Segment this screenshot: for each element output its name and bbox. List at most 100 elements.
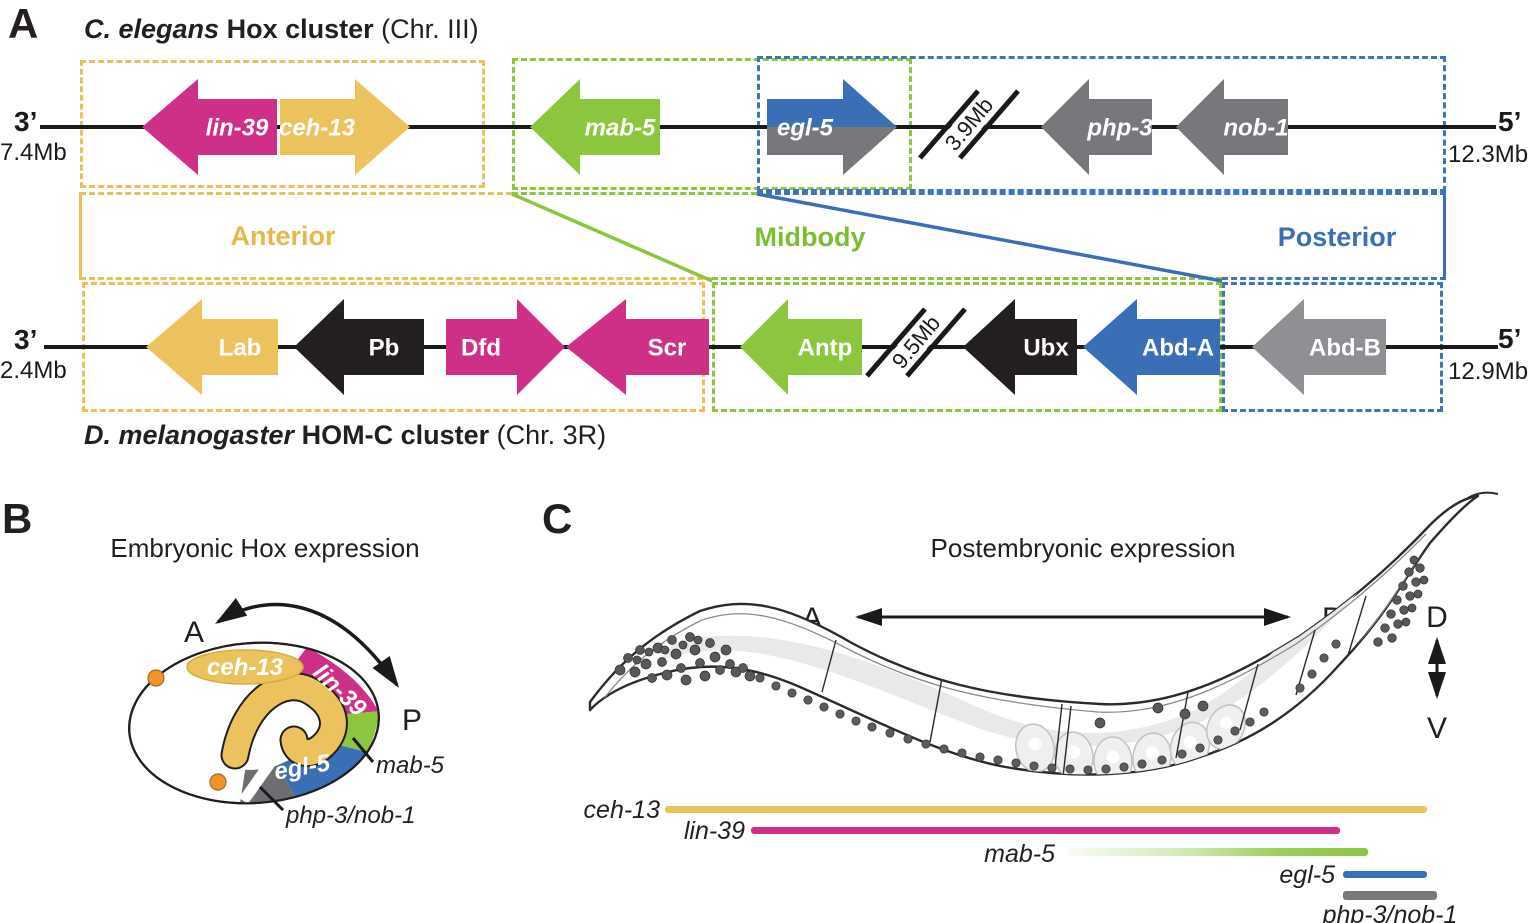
row2-left-mb: 2.4Mb [0, 357, 67, 384]
gene-label: nob-1 [1223, 115, 1288, 142]
blue-connector-line [756, 192, 1223, 283]
gene-arrow-antp: Antp [740, 299, 862, 395]
expression-bar-mab-5 [1068, 848, 1368, 856]
band-bottom-yellow [80, 277, 712, 280]
gene-arrow-lin-39: lin-39 [142, 79, 277, 175]
ventral-cord-neurons [755, 639, 1341, 775]
php-3-nob-1-label: php-3/nob-1 [285, 802, 415, 829]
cluster-name: Hox cluster [226, 14, 374, 44]
break-slash [918, 89, 980, 160]
panel-b-title: Embryonic Hox expression [110, 533, 420, 563]
axis-break-row1: 3.9Mb [918, 89, 1020, 160]
tail-whip [1467, 491, 1499, 499]
gene-label: Dfd [461, 335, 501, 362]
gene-label: Antp [798, 335, 853, 362]
arrow-shape-top [767, 79, 897, 127]
arrow-shape [446, 299, 565, 395]
region-label-midbody: Midbody [754, 222, 866, 252]
php-3-nob-1-pointer-line [258, 785, 285, 812]
gene-label: Scr [648, 335, 687, 362]
row1-left-mb: 7.4Mb [0, 139, 67, 166]
midbody-box-row1 [512, 58, 912, 190]
expression-bar-php-3-nob-1 [1343, 891, 1437, 900]
arrow-shape [1041, 79, 1152, 175]
gene-label: Abd-B [1309, 335, 1381, 362]
species-name: D. melanogaster [84, 420, 295, 450]
band-top-yellow [80, 192, 512, 195]
arrow-shape [740, 299, 862, 395]
row2-3prime: 3’ [14, 324, 38, 355]
axis-break-row2: 9.5Mb [865, 307, 967, 378]
bar-label-mab-5: mab-5 [984, 840, 1055, 868]
mab-5-label: mab-5 [376, 752, 445, 779]
cluster-name: HOM-C cluster [301, 420, 490, 450]
band-right-edge [1443, 192, 1446, 280]
chromosome: (Chr. III) [381, 14, 479, 44]
anterior-label: A [184, 616, 204, 649]
panel-c-letter: C [542, 495, 573, 542]
gene-arrow-abd-a: Abd-A [1083, 299, 1220, 395]
row1-3prime: 3’ [14, 106, 38, 137]
break-slash [958, 89, 1020, 160]
gene-label: php-3 [1086, 115, 1152, 142]
panel-c-title: Postembryonic expression [930, 533, 1236, 563]
arrow-shape [280, 79, 410, 175]
ceh-13-label: ceh-13 [207, 654, 284, 681]
region-label-anterior: Anterior [230, 221, 336, 251]
gene-arrow-ubx: Ubx [963, 299, 1077, 395]
worm-illustration [588, 491, 1499, 776]
arrow-shape [294, 299, 424, 395]
intestine-primordium [220, 672, 348, 770]
anterior-box-row1 [80, 60, 485, 188]
posterior-label: P [402, 704, 422, 737]
expression-bar-egl-5 [1343, 871, 1427, 878]
gene-arrow-egl-5: egl-5 [767, 79, 897, 175]
bar-label-egl-5: egl-5 [1279, 861, 1335, 889]
gene-label: egl-5 [777, 115, 834, 142]
gene-arrow-mab-5: mab-5 [530, 79, 660, 175]
bar-label-php-3-nob-1: php-3/nob-1 [1322, 901, 1458, 923]
green-connector-line [511, 192, 713, 283]
ventral-label: V [1427, 712, 1447, 745]
celegans-cluster-title: C. elegans Hox cluster (Chr. III) [84, 14, 479, 45]
dorsal-label: D [1426, 601, 1448, 634]
band-bottom-blue [1222, 277, 1446, 280]
expression-bar-ceh-13 [665, 806, 1427, 813]
arrow-shape [146, 299, 278, 395]
arrow-shape [1083, 299, 1220, 395]
break-slash [865, 307, 927, 378]
gene-arrow-scr: Scr [566, 299, 709, 395]
band-bottom-green [712, 277, 1222, 280]
panel-b-letter: B [2, 495, 33, 542]
germline-cell-dot [209, 773, 227, 791]
intestine-shading [660, 576, 1360, 747]
drosophila-cluster-title: D. melanogaster HOM-C cluster (Chr. 3R) [84, 420, 606, 451]
chromosome: (Chr. 3R) [496, 420, 607, 450]
gene-label: Ubx [1023, 335, 1069, 362]
arrow-shape [1176, 79, 1288, 175]
gene-label: lin-39 [206, 115, 269, 142]
gene-arrow-pb: Pb [294, 299, 424, 395]
arrow-shape-bottom [767, 127, 897, 175]
panel-a-letter: A [8, 0, 39, 47]
gene-arrow-abd-b: Abd-B [1252, 299, 1386, 395]
arrow-shape [530, 79, 660, 175]
gene-arrow-lab: Lab [146, 299, 278, 395]
gene-label: mab-5 [585, 115, 656, 142]
worm-outline [588, 494, 1480, 776]
expression-bar-lin-39 [751, 827, 1340, 834]
band-top-blue [757, 192, 1446, 195]
mab-5-pointer-line [351, 737, 375, 763]
egg-nuclei [1028, 717, 1232, 764]
embryo-diagram: ceh-13 lin-39 egl-5 mab-5 php-3/nob-1 A … [128, 598, 445, 829]
gene-arrow-dfd: Dfd [446, 299, 565, 395]
midbody-neurons [1094, 700, 1209, 729]
egl-5-domain [277, 739, 368, 799]
row2-right-mb: 12.9Mb [1448, 358, 1529, 385]
gene-arrow-nob-1: nob-1 [1176, 79, 1288, 175]
head-neuron-cluster [614, 632, 756, 686]
anterior-posterior-curve-arrow [215, 598, 399, 688]
gene-label: Pb [369, 335, 400, 362]
break-slash [905, 307, 967, 378]
species-name: C. elegans [84, 14, 220, 44]
